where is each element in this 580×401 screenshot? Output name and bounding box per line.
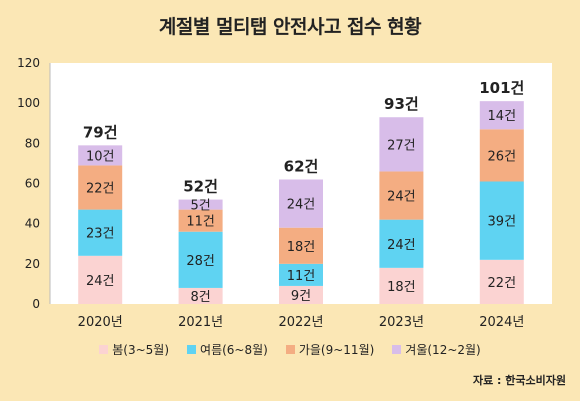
legend-item-summer: 여름(6~8월) xyxy=(187,341,268,358)
bar-summer xyxy=(178,231,223,288)
bar-value-label: 24건 xyxy=(387,238,416,253)
source-note: 자료 : 한국소비자원 xyxy=(472,374,566,387)
legend-swatch-summer xyxy=(187,345,197,354)
legend-label-spring: 봄(3~5월) xyxy=(112,343,170,357)
x-tick-label: 2023년 xyxy=(379,315,424,330)
bar-value-label: 5건 xyxy=(190,199,210,214)
bar-autumn xyxy=(479,129,524,182)
bar-value-label: 8건 xyxy=(190,290,210,305)
bar-value-label: 10건 xyxy=(86,149,115,164)
bar-summer xyxy=(279,263,323,286)
y-tick-label: 120 xyxy=(17,56,40,70)
legend-item-autumn: 가을(9~11월) xyxy=(285,341,375,358)
bar-winter xyxy=(279,179,323,228)
y-tick-label: 80 xyxy=(25,136,40,150)
legend-item-winter: 겨울(12~2월) xyxy=(392,341,481,358)
x-tick-label: 2020년 xyxy=(78,315,123,330)
total-label: 101건 xyxy=(479,79,524,97)
y-tick-label: 0 xyxy=(32,297,40,311)
x-tick-label: 2021년 xyxy=(178,315,223,330)
bar-value-label: 39건 xyxy=(488,215,517,230)
total-label: 62건 xyxy=(284,157,319,175)
bar-value-label: 24건 xyxy=(287,198,316,213)
legend-label-winter: 겨울(12~2월) xyxy=(405,343,481,357)
y-tick-label: 100 xyxy=(17,96,40,110)
bar-value-label: 28건 xyxy=(186,254,215,269)
bar-spring xyxy=(279,285,323,304)
bar-spring xyxy=(479,259,524,304)
chart-title: 계절별 멀티탭 안전사고 접수 현황 xyxy=(158,16,422,38)
bar-autumn xyxy=(379,171,424,220)
bar-value-label: 26건 xyxy=(488,149,517,164)
bar-value-label: 27건 xyxy=(387,138,416,153)
bar-winter xyxy=(178,199,223,210)
bar-summer xyxy=(479,181,524,260)
x-tick-label: 2022년 xyxy=(278,315,323,330)
bar-autumn xyxy=(78,165,123,210)
bar-value-label: 22건 xyxy=(86,182,115,197)
bar-winter xyxy=(479,101,524,130)
y-tick-label: 40 xyxy=(25,217,40,231)
bar-value-label: 11건 xyxy=(287,269,316,284)
bar-value-label: 18건 xyxy=(287,240,316,255)
bar-value-label: 11건 xyxy=(186,215,215,230)
bar-autumn xyxy=(178,209,223,232)
x-tick-label: 2024년 xyxy=(479,315,524,330)
bar-value-label: 24건 xyxy=(86,274,115,289)
bar-value-label: 23건 xyxy=(86,227,115,242)
bar-spring xyxy=(78,255,123,304)
bar-autumn xyxy=(279,227,323,264)
bar-value-label: 14건 xyxy=(488,109,517,124)
bar-value-label: 22건 xyxy=(488,276,517,291)
legend-swatch-winter xyxy=(392,345,402,354)
legend: 봄(3~5월) 여름(6~8월) 가을(9~11월) 겨울(12~2월) xyxy=(0,341,580,358)
total-label: 79건 xyxy=(83,123,118,141)
legend-label-autumn: 가을(9~11월) xyxy=(298,343,375,357)
bar-spring xyxy=(379,267,424,304)
bar-winter xyxy=(379,117,424,172)
bar-summer xyxy=(78,209,123,256)
bar-value-label: 24건 xyxy=(387,190,416,205)
bar-value-label: 9건 xyxy=(291,289,311,304)
total-label: 93건 xyxy=(384,95,419,113)
bar-winter xyxy=(78,145,123,166)
total-label: 52건 xyxy=(183,178,218,196)
bar-value-label: 18건 xyxy=(387,280,416,295)
legend-label-summer: 여름(6~8월) xyxy=(200,343,268,357)
legend-item-spring: 봄(3~5월) xyxy=(99,341,169,358)
legend-swatch-autumn xyxy=(285,345,295,354)
y-tick-label: 60 xyxy=(25,177,40,191)
legend-swatch-spring xyxy=(99,345,109,354)
bar-summer xyxy=(379,219,424,268)
bar-spring xyxy=(178,287,223,304)
y-tick-label: 20 xyxy=(25,257,40,271)
